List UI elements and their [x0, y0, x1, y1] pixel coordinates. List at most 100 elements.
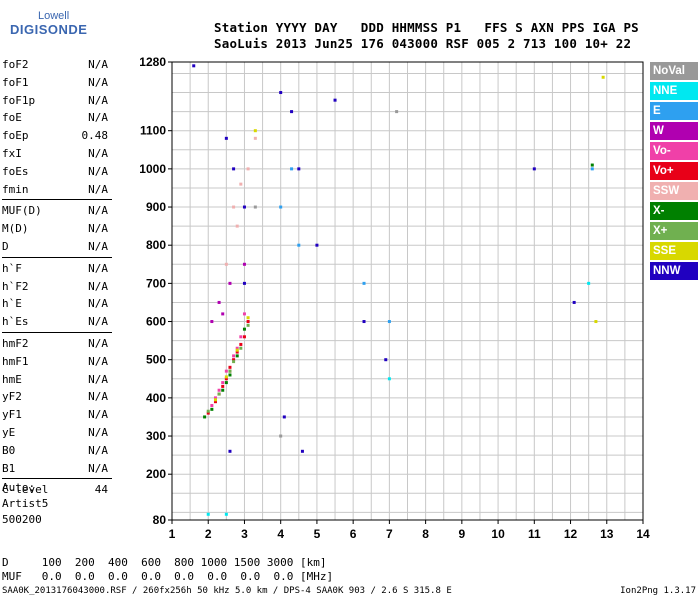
- echo-point: [224, 262, 228, 266]
- param-value: N/A: [88, 93, 108, 107]
- param-name: foF1: [2, 75, 29, 89]
- echo-point: [221, 388, 225, 392]
- legend-item: NNW: [650, 262, 698, 280]
- muf-scale: MUF 0.0 0.0 0.0 0.0 0.0 0.0 0.0 0.0 [MHz…: [2, 570, 334, 583]
- header-values: SaoLuis 2013 Jun25 176 043000 RSF 005 2 …: [214, 36, 632, 51]
- param-value: N/A: [88, 461, 108, 475]
- param-row: MUF(D) N/A: [2, 202, 110, 220]
- y-tick-label: 1280: [139, 55, 166, 69]
- param-value: N/A: [88, 443, 108, 457]
- echo-point: [239, 342, 243, 346]
- param-row: h`F2 N/A: [2, 278, 110, 296]
- y-tick-label: 900: [146, 200, 166, 214]
- y-tick-label: 600: [146, 315, 166, 329]
- x-tick-label: 4: [277, 527, 284, 541]
- echo-point: [587, 281, 591, 285]
- echo-point: [246, 316, 250, 320]
- digisonde-logo: Lowell DIGISONDE: [0, 2, 87, 42]
- echo-point: [242, 281, 246, 285]
- echo-point: [224, 136, 228, 140]
- echo-point: [297, 167, 301, 171]
- echo-point: [590, 167, 594, 171]
- param-value: N/A: [88, 408, 108, 422]
- echo-point: [232, 205, 236, 209]
- y-tick-label: 200: [146, 467, 166, 481]
- echo-point: [232, 358, 236, 362]
- echo-point: [300, 449, 304, 453]
- y-tick-label: 1100: [140, 124, 166, 138]
- echo-point: [315, 243, 319, 247]
- x-tick-label: 10: [491, 527, 505, 541]
- echo-point: [297, 243, 301, 247]
- logo-lowell: Lowell: [38, 10, 70, 22]
- echo-point: [224, 512, 228, 516]
- param-name: fxI: [2, 146, 22, 160]
- x-tick-label: 7: [386, 527, 393, 541]
- param-row: hmF1 N/A: [2, 353, 110, 371]
- echo-point: [282, 415, 286, 419]
- param-divider: [2, 478, 112, 480]
- echo-point: [210, 320, 214, 324]
- x-tick-label: 12: [564, 527, 578, 541]
- param-divider: [2, 331, 112, 333]
- legend-item: NNE: [650, 82, 698, 100]
- param-value: N/A: [88, 58, 108, 71]
- echo-point: [217, 388, 221, 392]
- x-tick-label: 5: [314, 527, 321, 541]
- param-row: C-level 44: [2, 481, 110, 499]
- param-name: h`Es: [2, 315, 29, 329]
- param-value: N/A: [88, 239, 108, 253]
- echo-point: [246, 320, 250, 324]
- legend-item: Vo-: [650, 142, 698, 160]
- echo-point: [221, 312, 225, 316]
- echo-point: [387, 320, 391, 324]
- legend-item: SSE: [650, 242, 698, 260]
- echo-point: [290, 167, 294, 171]
- echo-point: [232, 354, 236, 358]
- param-name: hmF1: [2, 354, 29, 368]
- echo-point: [253, 129, 257, 133]
- echo-point: [362, 281, 366, 285]
- param-row: fmin N/A: [2, 181, 110, 199]
- echo-point: [221, 384, 225, 388]
- echo-point: [228, 449, 232, 453]
- echo-point: [203, 415, 207, 419]
- echo-point: [594, 320, 598, 324]
- auto-code: 500200: [2, 513, 42, 526]
- param-value: N/A: [88, 425, 108, 439]
- param-value: N/A: [88, 222, 108, 236]
- echo-point: [333, 98, 337, 102]
- echo-point: [235, 348, 239, 352]
- param-row: foEs N/A: [2, 163, 110, 181]
- param-value: N/A: [88, 354, 108, 368]
- y-tick-label: 500: [146, 353, 166, 367]
- echo-point: [242, 312, 246, 316]
- auto-scaling-info: Auto: Artist5 500200: [2, 480, 48, 528]
- echo-point: [239, 182, 243, 186]
- param-value: N/A: [88, 164, 108, 178]
- echo-point: [239, 335, 243, 339]
- param-row: yF1 N/A: [2, 406, 110, 424]
- param-row: B1 N/A: [2, 460, 110, 478]
- echo-point: [217, 300, 221, 304]
- echo-point: [601, 75, 605, 79]
- param-value: N/A: [88, 297, 108, 311]
- y-tick-label: 1000: [139, 162, 166, 176]
- x-tick-label: 3: [241, 527, 248, 541]
- param-value: 44: [94, 483, 108, 497]
- echo-point: [235, 350, 239, 354]
- param-row: h`F N/A: [2, 260, 110, 278]
- param-value: N/A: [88, 146, 108, 160]
- param-name: foF2: [2, 58, 29, 71]
- echo-point: [224, 377, 228, 381]
- logo-digisonde: DIGISONDE: [10, 22, 88, 37]
- echo-point: [224, 381, 228, 385]
- echo-point: [395, 110, 399, 114]
- distance-scale: D 100 200 400 600 800 1000 1500 3000 [km…: [2, 556, 327, 569]
- x-tick-label: 13: [600, 527, 614, 541]
- param-name: h`F2: [2, 279, 29, 293]
- echo-point: [210, 407, 214, 411]
- param-row: foF2 N/A: [2, 56, 110, 74]
- x-tick-label: 6: [350, 527, 357, 541]
- param-row: D N/A: [2, 238, 110, 256]
